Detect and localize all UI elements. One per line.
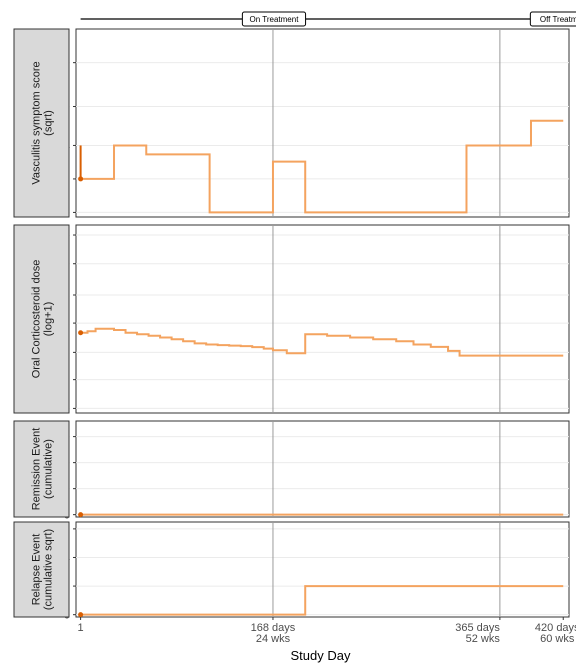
panel-3: 0100200300Remission Event(cumulative) [13, 420, 570, 522]
strip-label-line: Relapse Event [31, 534, 43, 606]
strip-label: Remission Event(cumulative) [31, 428, 55, 511]
x-tick-label: 168 days [251, 622, 296, 634]
panel-2: 027.52575250750Oral Corticosteroid dose(… [13, 224, 570, 415]
panel-background [75, 521, 570, 618]
strip-label-line: Oral Corticosteroid dose [31, 260, 43, 379]
chart-panels: 0141020Vasculitis symptom score(sqrt)027… [13, 28, 570, 622]
strip-label-line: Vasculitis symptom score [31, 61, 43, 184]
strip-label-line: (cumulative) [43, 439, 55, 499]
start-point [78, 512, 84, 518]
panel-background [75, 420, 570, 518]
start-point [78, 176, 84, 182]
x-axis-title: Study Day [291, 648, 351, 663]
timeline-label-box [529, 11, 576, 27]
strip-background [13, 28, 70, 218]
start-point [78, 330, 84, 336]
timeline-label: On Treatment [250, 15, 300, 24]
strip-label: Vasculitis symptom score(sqrt) [31, 61, 55, 184]
x-tick-label: 420 days [535, 622, 576, 634]
panel-4: 0149Relapse Event(cumulative sqrt) [13, 521, 570, 622]
strip-label: Relapse Event(cumulative sqrt) [31, 529, 55, 610]
strip-background [13, 224, 70, 414]
start-point [78, 612, 84, 618]
strip-label-line: (sqrt) [43, 110, 55, 136]
panel-background [75, 28, 570, 218]
timeline-label: Off Treatment [540, 15, 576, 24]
strip-background [13, 420, 70, 518]
strip-label: Oral Corticosteroid dose(log+1) [31, 260, 55, 379]
treatment-timeline: On Treatment Off Treatment [80, 11, 576, 27]
x-tick-label: 1 [78, 622, 84, 634]
panel-background [75, 224, 570, 414]
strip-background [13, 521, 70, 618]
x-tick-label: 60 wks [540, 633, 575, 645]
series-line [80, 119, 564, 214]
x-tick-label: 24 wks [256, 633, 291, 645]
timeline-label-box [241, 11, 307, 27]
series-line [80, 585, 564, 616]
panel-1: 0141020Vasculitis symptom score(sqrt) [13, 28, 570, 219]
strip-label-line: Remission Event [31, 428, 43, 511]
x-tick-label: 52 wks [466, 633, 501, 645]
x-tick-label: 365 days [455, 622, 500, 634]
series-line [80, 327, 564, 357]
strip-label-line: (cumulative sqrt) [43, 529, 55, 610]
strip-label-line: (log+1) [43, 302, 55, 337]
